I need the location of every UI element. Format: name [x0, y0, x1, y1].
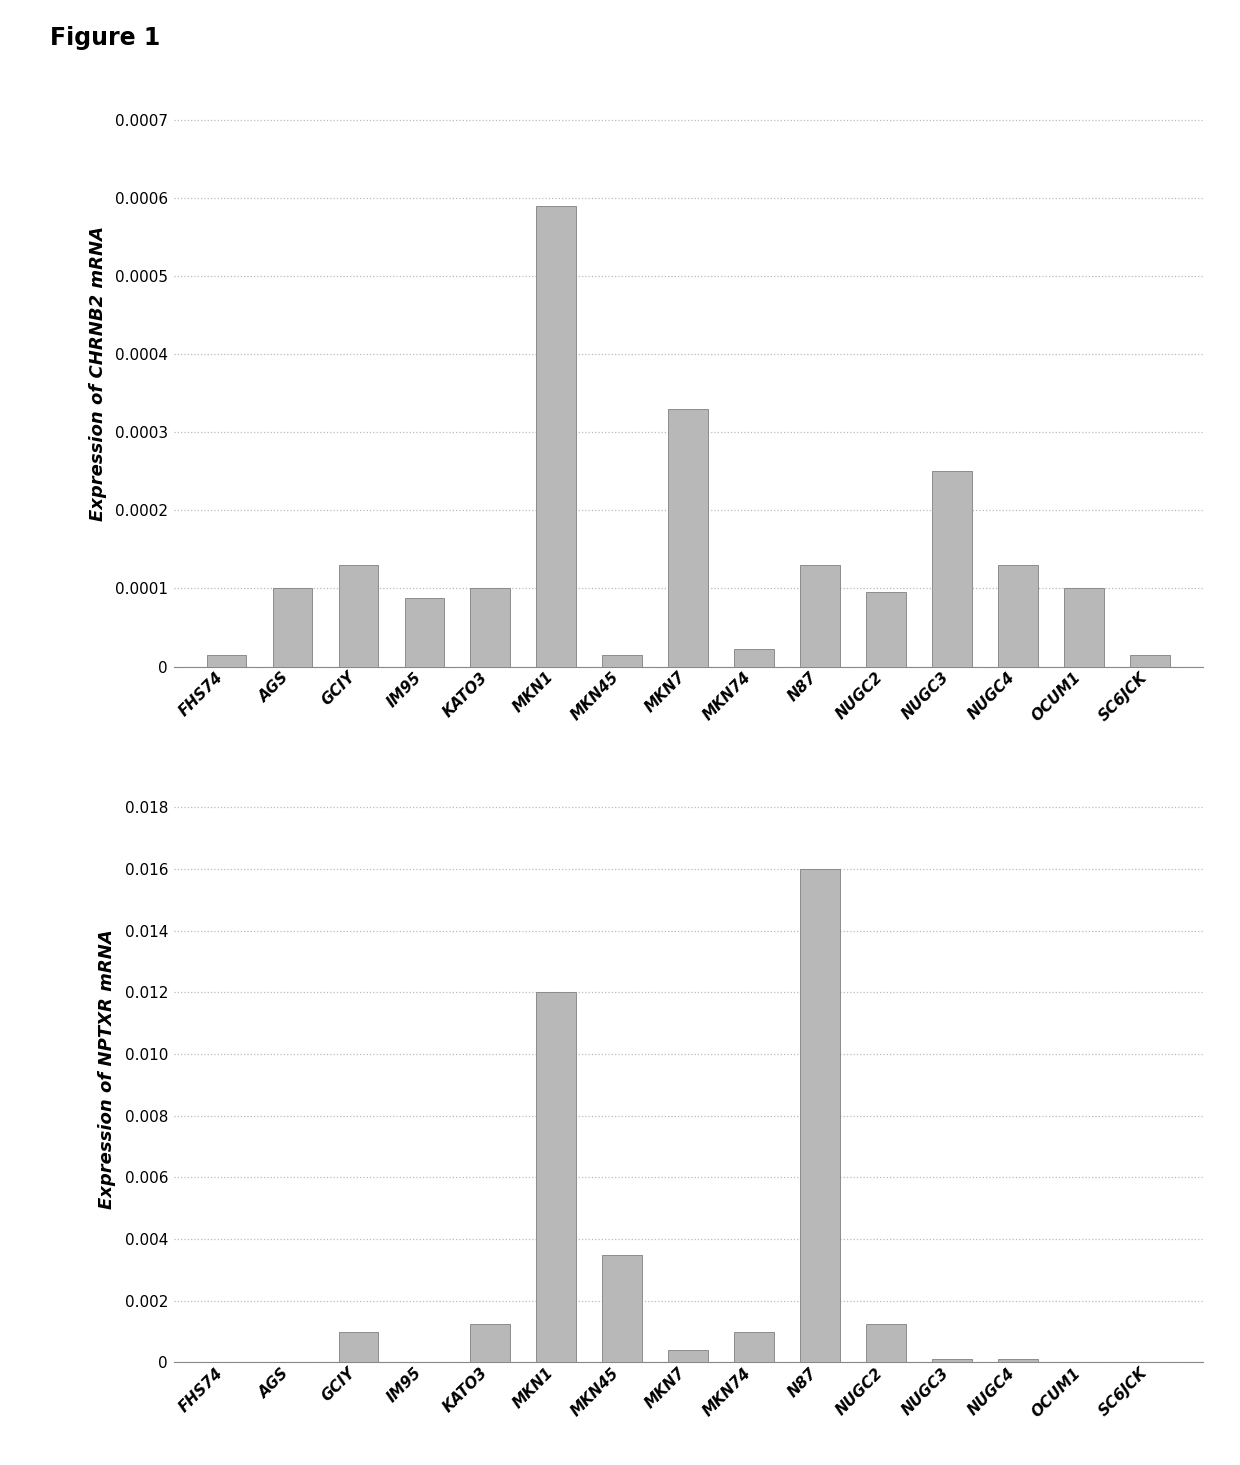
Bar — [998, 1360, 1038, 1362]
Bar — [273, 589, 312, 667]
Bar — [537, 205, 577, 667]
Bar — [603, 1254, 642, 1362]
Bar — [470, 1324, 510, 1362]
Bar — [537, 992, 577, 1362]
Bar — [1130, 655, 1169, 667]
Text: Figure 1: Figure 1 — [50, 26, 160, 50]
Bar — [734, 649, 774, 667]
Bar — [668, 1351, 708, 1362]
Bar — [734, 1332, 774, 1362]
Bar — [867, 592, 906, 667]
Bar — [932, 472, 972, 667]
Bar — [339, 565, 378, 667]
Bar — [932, 1360, 972, 1362]
Bar — [668, 409, 708, 667]
Bar — [867, 1324, 906, 1362]
Bar — [998, 565, 1038, 667]
Y-axis label: Expression of NPTXR mRNA: Expression of NPTXR mRNA — [98, 930, 117, 1209]
Y-axis label: Expression of CHRNB2 mRNA: Expression of CHRNB2 mRNA — [88, 226, 107, 522]
Bar — [1064, 589, 1104, 667]
Bar — [603, 655, 642, 667]
Bar — [800, 869, 839, 1362]
Bar — [470, 589, 510, 667]
Bar — [404, 598, 444, 667]
Bar — [339, 1332, 378, 1362]
Bar — [800, 565, 839, 667]
Bar — [207, 655, 247, 667]
